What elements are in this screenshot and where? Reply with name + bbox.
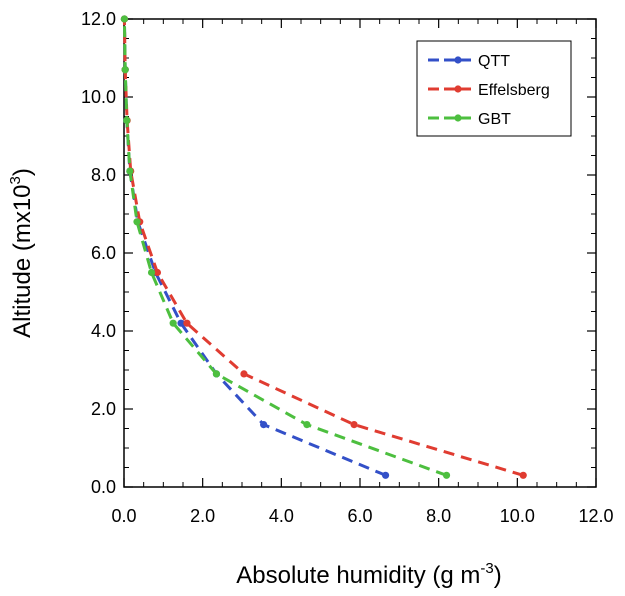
x-tick-label: 12.0 [578, 506, 613, 526]
series-qtt [120, 15, 390, 479]
x-tick-label: 6.0 [347, 506, 372, 526]
y-tick-label: 6.0 [91, 243, 116, 263]
data-point-gbt [303, 421, 311, 429]
x-axis-label: Absolute humidity (g m-3) [236, 560, 501, 589]
data-point-gbt [120, 15, 128, 23]
data-point-effelsberg [350, 421, 358, 429]
x-axis-label-end: ) [494, 562, 502, 589]
data-point-gbt [442, 471, 451, 479]
legend-marker-effelsberg [454, 85, 462, 93]
x-axis-label-superscript: -3 [480, 560, 493, 577]
y-tick-label: 10.0 [81, 87, 116, 107]
data-point-gbt [126, 167, 134, 175]
y-tick-label: 2.0 [91, 399, 116, 419]
legend-marker-gbt [454, 114, 462, 122]
legend-label-qtt: QTT [478, 53, 510, 70]
x-tick-label: 2.0 [190, 506, 215, 526]
y-axis-label-superscript: 3 [7, 176, 24, 184]
data-point-gbt [123, 116, 131, 124]
x-axis-label-main: Absolute humidity (g m [236, 562, 480, 589]
y-tick-label: 12.0 [81, 9, 116, 29]
series-line-effelsberg [122, 18, 524, 477]
x-tick-label: 0.0 [111, 506, 136, 526]
legend: QTT Effelsberg GBT [416, 40, 572, 137]
data-point-gbt [212, 370, 221, 378]
series-line-gbt [122, 18, 448, 477]
y-tick-label: 8.0 [91, 165, 116, 185]
series-group [120, 15, 527, 479]
data-point-qtt [381, 471, 390, 479]
x-tick-label: 10.0 [500, 506, 535, 526]
legend-marker-qtt [454, 56, 462, 64]
data-point-qtt [177, 319, 185, 327]
y-tick-label: 0.0 [91, 477, 116, 497]
data-point-gbt [133, 218, 141, 226]
y-axis-label-end: ) [9, 168, 36, 176]
x-tick-label: 4.0 [269, 506, 294, 526]
y-tick-label: 4.0 [91, 321, 116, 341]
series-gbt [120, 15, 451, 479]
x-tick-label: 8.0 [426, 506, 451, 526]
y-axis-label-main: Altitude (mx10 [9, 184, 36, 337]
data-point-gbt [121, 66, 129, 74]
data-point-effelsberg [183, 319, 191, 327]
data-point-effelsberg [240, 370, 248, 378]
series-line-qtt [122, 18, 387, 477]
data-point-effelsberg [153, 268, 162, 277]
data-point-gbt [147, 268, 156, 277]
data-point-effelsberg [519, 471, 527, 479]
legend-label-gbt: GBT [478, 111, 511, 128]
legend-box [416, 40, 572, 137]
data-point-gbt [169, 319, 177, 327]
data-point-qtt [260, 421, 268, 429]
legend-label-effelsberg: Effelsberg [478, 82, 550, 99]
axis-ticks: 0.0 2.0 4.0 6.0 8.0 10.0 12.0 0.0 2.0 4.0 6.0 8.0 10… [81, 9, 614, 526]
y-axis-label: Altitude (mx103) [7, 168, 36, 338]
